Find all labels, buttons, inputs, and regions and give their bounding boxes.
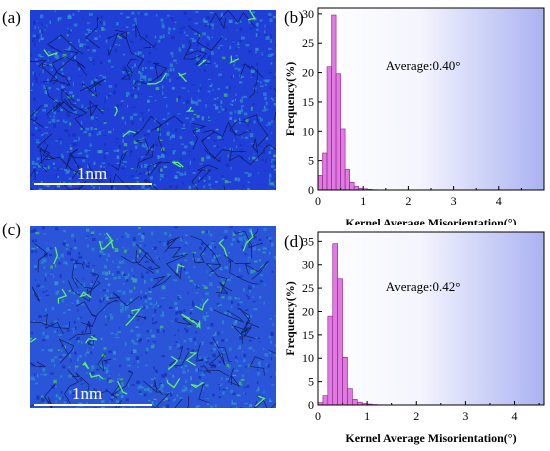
histogram-bar bbox=[326, 66, 332, 191]
histogram-bar bbox=[317, 175, 323, 191]
average-annotation: Average:0.42° bbox=[386, 279, 461, 294]
histogram-bar bbox=[337, 278, 343, 406]
panel-label-c: (c) bbox=[2, 220, 21, 239]
panel-label-b: (b) bbox=[284, 8, 304, 27]
histogram-bar bbox=[342, 357, 348, 406]
y-axis-label: Frequency(%) bbox=[283, 62, 297, 136]
grain-boundaries bbox=[30, 10, 276, 190]
scale-label-c: 1nm bbox=[72, 384, 103, 403]
histogram-bar bbox=[340, 128, 346, 191]
x-tick-label: 0 bbox=[315, 194, 321, 208]
x-axis-label: Kernel Average Misorientation(°) bbox=[345, 216, 516, 225]
y-tick-label: 35 bbox=[302, 234, 314, 248]
y-tick-label: 10 bbox=[302, 124, 314, 138]
histogram-bar bbox=[332, 243, 338, 406]
micrograph-c bbox=[30, 226, 276, 408]
histogram-bar bbox=[344, 169, 350, 191]
y-tick-label: 25 bbox=[302, 36, 314, 50]
y-tick-label: 20 bbox=[302, 66, 314, 80]
x-tick-label: 2 bbox=[405, 194, 411, 208]
histogram-bar bbox=[347, 388, 353, 406]
scale-label-a: 1nm bbox=[77, 164, 108, 183]
x-tick-label: 3 bbox=[451, 194, 457, 208]
x-tick-label: 4 bbox=[496, 194, 502, 208]
micrograph-texture bbox=[30, 226, 276, 408]
x-tick-label: 1 bbox=[360, 194, 366, 208]
panel-label-a: (a) bbox=[2, 8, 21, 27]
y-tick-label: 5 bbox=[308, 154, 314, 168]
x-tick-label: 2 bbox=[413, 409, 419, 423]
green-boundaries bbox=[43, 10, 256, 168]
histogram-bar bbox=[349, 182, 355, 191]
histogram-bar bbox=[335, 73, 341, 191]
y-tick-label: 30 bbox=[302, 258, 314, 272]
y-tick-label: 15 bbox=[302, 328, 314, 342]
scale-bar-a bbox=[34, 183, 152, 185]
histogram-bar bbox=[327, 315, 334, 406]
x-tick-label: 0 bbox=[315, 409, 321, 423]
y-axis-label: Frequency(%) bbox=[283, 281, 297, 355]
y-tick-label: 25 bbox=[302, 281, 314, 295]
average-annotation: Average:0.40° bbox=[386, 58, 461, 73]
y-tick-label: 30 bbox=[302, 7, 314, 21]
histogram-bar bbox=[322, 152, 328, 191]
histogram-bar bbox=[322, 395, 329, 406]
histogram-b: 0 1 2 3 4 0 5 10 15 20 25 30 Kernel Average Misorien… bbox=[283, 7, 545, 225]
y-tick-label: 0 bbox=[308, 183, 314, 197]
histogram-d: 0 1 2 3 4 0 5 10 15 20 25 30 35 Kernel Average Misori… bbox=[283, 231, 545, 445]
y-tick-label: 20 bbox=[302, 304, 314, 318]
green-boundaries bbox=[30, 230, 266, 407]
x-tick-label: 4 bbox=[512, 409, 518, 423]
histogram-bar bbox=[352, 399, 358, 406]
grain-boundaries bbox=[30, 230, 276, 408]
panel-label-d: (d) bbox=[284, 232, 304, 251]
y-tick-label: 5 bbox=[308, 375, 314, 389]
histogram-bar bbox=[353, 186, 359, 191]
micrograph-a bbox=[30, 10, 276, 190]
y-tick-label: 0 bbox=[308, 398, 314, 412]
y-tick-label: 10 bbox=[302, 351, 314, 365]
scale-bar-c bbox=[34, 404, 152, 406]
histogram-bar bbox=[331, 14, 337, 191]
x-tick-label: 1 bbox=[364, 409, 370, 423]
y-tick-label: 15 bbox=[302, 95, 314, 109]
plot-background bbox=[318, 232, 544, 405]
x-tick-label: 3 bbox=[462, 409, 468, 423]
plot-frame bbox=[317, 231, 545, 406]
x-axis-label: Kernel Average Misorientation(°) bbox=[345, 431, 516, 445]
plot-background bbox=[318, 8, 544, 190]
